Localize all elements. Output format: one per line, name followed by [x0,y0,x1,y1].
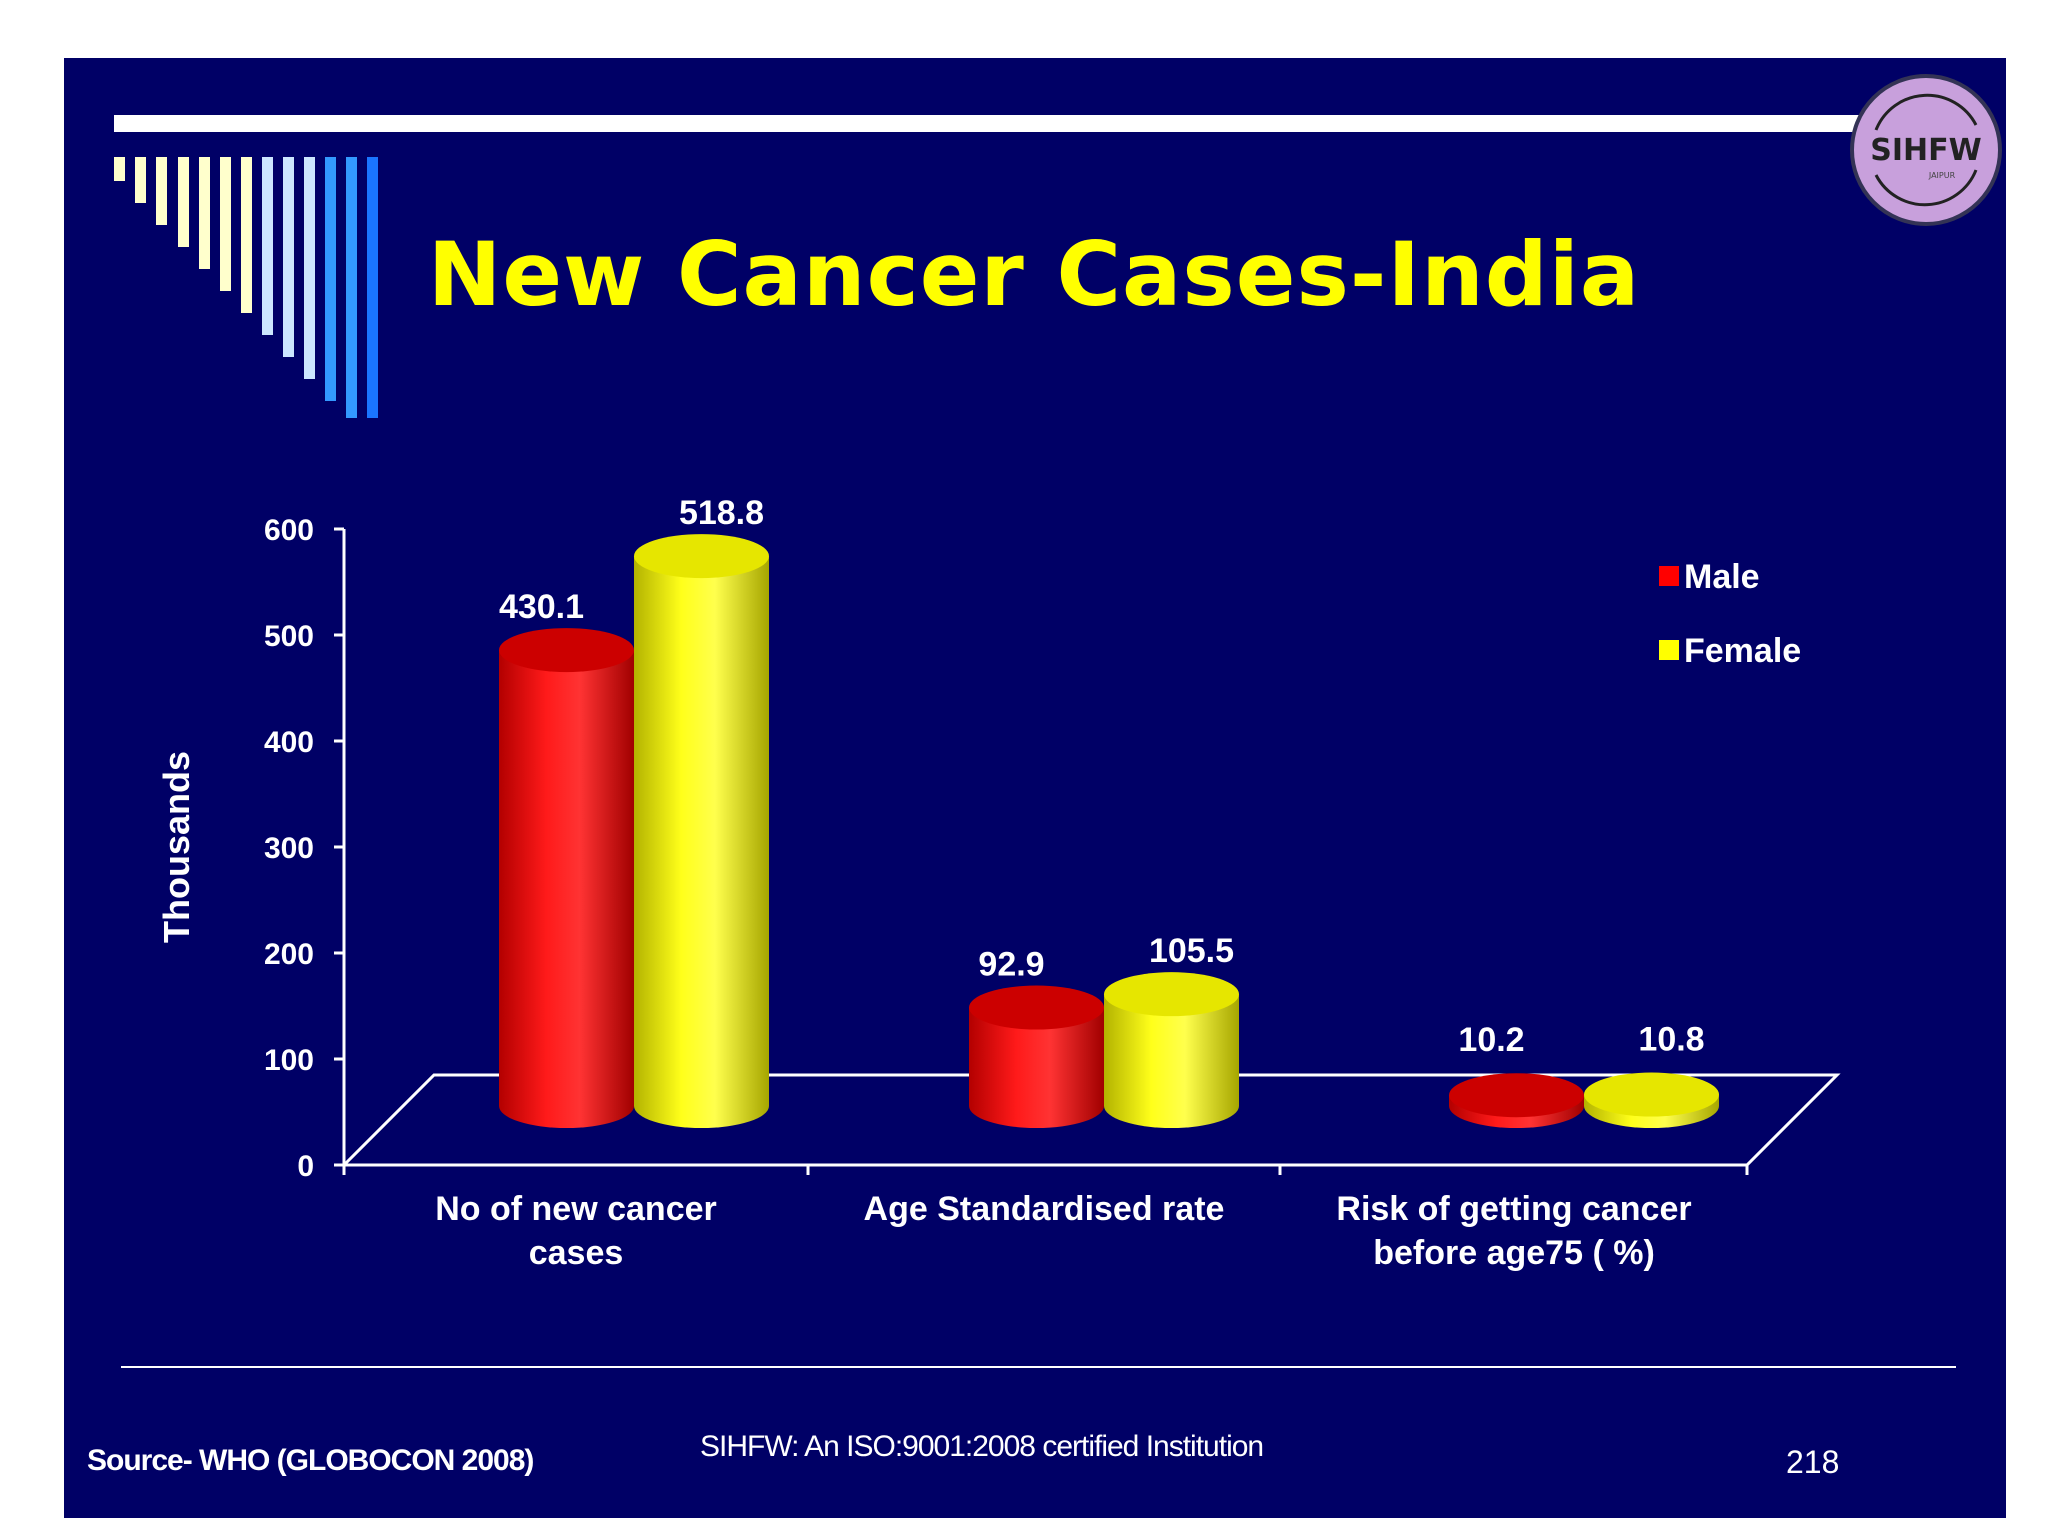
y-tick-label: 300 [264,832,314,865]
bar-top [634,534,769,579]
bar-male [499,628,634,1128]
stripe [178,157,189,247]
legend-label: Female [1684,632,1801,670]
data-label: 105.5 [1149,932,1234,970]
y-tick-label: 600 [264,514,314,547]
bar-male [1449,1073,1584,1128]
top-divider-bar [114,115,1914,132]
data-label: 430.1 [499,588,584,626]
data-label: 92.9 [978,946,1044,984]
stripe [135,157,146,203]
bar-body [499,650,634,1128]
bottom-divider [121,1366,1956,1368]
data-label: 10.8 [1638,1021,1704,1059]
legend-label: Male [1684,558,1760,596]
y-tick-label: 200 [264,938,314,971]
bar-body [634,556,769,1128]
stripe [325,157,336,401]
data-label: 10.2 [1458,1021,1524,1059]
bar-chart: 0 100 200 300 400 500 600 Thousands 430.1 92.9 10.… [156,494,1841,1272]
source-note: Source- WHO (GLOBOCON 2008) [87,1444,534,1477]
bar-body [968,1007,1104,1128]
bar-top [969,985,1104,1030]
stripe [262,157,273,335]
stripe [156,157,167,225]
stripe [367,157,378,418]
sihfw-logo: SIHFW JAIPUR [1850,74,2002,226]
y-tick-label: 400 [264,726,314,759]
institution-note: SIHFW: An ISO:9001:2008 certified Instit… [700,1430,1264,1463]
bar-top [499,628,634,673]
legend-swatch [1659,566,1679,586]
bar-female [634,534,769,1128]
title-area: New Cancer Cases-India [64,58,2006,388]
x-category-label: Age Standardised rate [864,1190,1225,1228]
logo-text: SIHFW [1870,133,1981,168]
x-category-label: Risk of getting cancer [1336,1190,1691,1228]
y-tick-label: 0 [297,1150,314,1183]
page-number: 218 [1786,1444,1840,1480]
stripe [283,157,294,357]
slide-title: New Cancer Cases-India [427,223,1641,326]
bar-top [1584,1072,1719,1117]
legend-swatch [1659,640,1679,660]
bar-top [1449,1073,1584,1118]
logo-arrow-icon [1874,169,1978,207]
stripe [304,157,315,379]
stripe [241,157,252,313]
logo-subtext: JAIPUR [1928,171,1956,180]
slide: New Cancer Cases-India SIHFW JAIPUR 0 100… [64,58,2006,1518]
bar-female [1104,972,1239,1128]
x-category-label: No of new cancer [435,1190,717,1228]
decorative-stripes [114,157,378,418]
stripe [114,157,125,181]
bar-top [1104,972,1239,1017]
bar-male [968,985,1104,1128]
y-tick-label: 100 [264,1044,314,1077]
bar-body [1104,994,1239,1128]
data-label: 518.8 [679,494,764,532]
stripe [199,157,210,269]
bar-female [1584,1072,1719,1128]
logo-arrow-icon [1874,93,1978,131]
x-category-label: cases [529,1234,624,1272]
y-tick-label: 500 [264,620,314,653]
stripe [346,157,357,418]
stripe [220,157,231,291]
y-axis-title: Thousands [156,751,197,943]
x-category-label: before age75 ( %) [1373,1234,1655,1272]
